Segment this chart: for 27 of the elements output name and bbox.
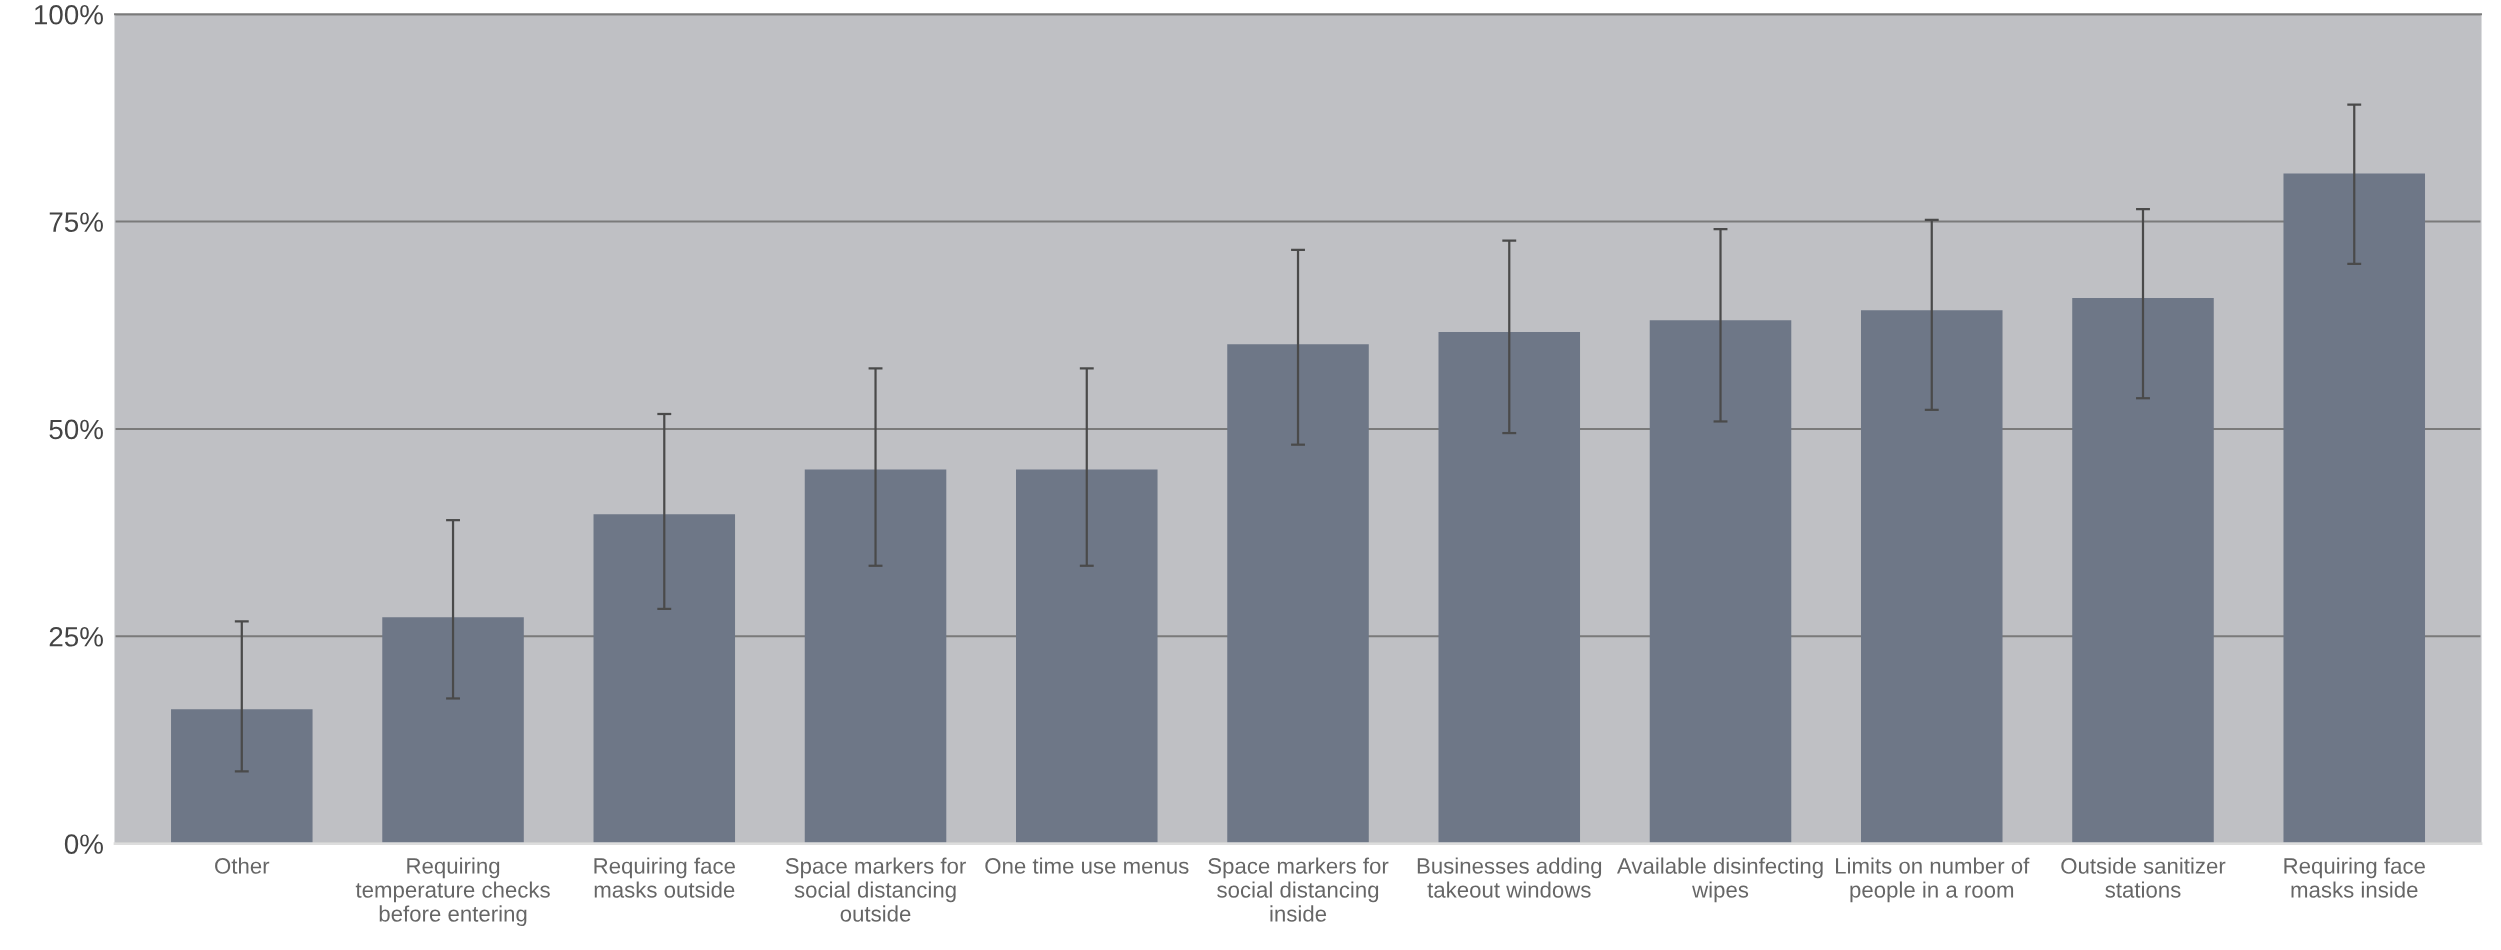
x-tick-label: Requiring temperature checks before entering	[355, 857, 550, 927]
bar	[2283, 173, 2426, 844]
bar	[1649, 320, 1792, 844]
y-tick-label: 25%	[49, 626, 103, 647]
bar	[804, 469, 947, 844]
x-tick-label: Outside sanitizer stations	[2061, 857, 2226, 898]
bar	[1016, 469, 1158, 844]
x-tick-label: One time use menus	[985, 857, 1189, 874]
y-tick-label: 75%	[49, 212, 103, 232]
x-tick-label: Requiring face masks inside	[2284, 857, 2425, 898]
x-tick-label: Other	[215, 857, 270, 874]
x-tick-label: Businesses adding takeout windows	[1417, 857, 1602, 898]
y-tick-label: 100%	[35, 4, 103, 25]
x-tick-label: Space markers for social distancing outside	[785, 857, 966, 922]
bar	[1438, 331, 1581, 844]
bar	[1860, 310, 2003, 844]
x-tick-label: Space markers for social distancing inside	[1208, 857, 1389, 922]
bar	[171, 709, 313, 844]
x-tick-label: Limits on number of people in a room	[1836, 857, 2030, 903]
bar	[2072, 297, 2214, 844]
y-tick-label: 50%	[49, 419, 103, 440]
bar	[382, 617, 524, 844]
bar	[593, 514, 736, 844]
x-tick-label: Available disinfecting wipes	[1616, 857, 1823, 903]
y-tick-label: 0%	[64, 834, 103, 854]
x-tick-label: Requiring face masks outside	[594, 857, 735, 898]
bar	[1227, 344, 1369, 844]
